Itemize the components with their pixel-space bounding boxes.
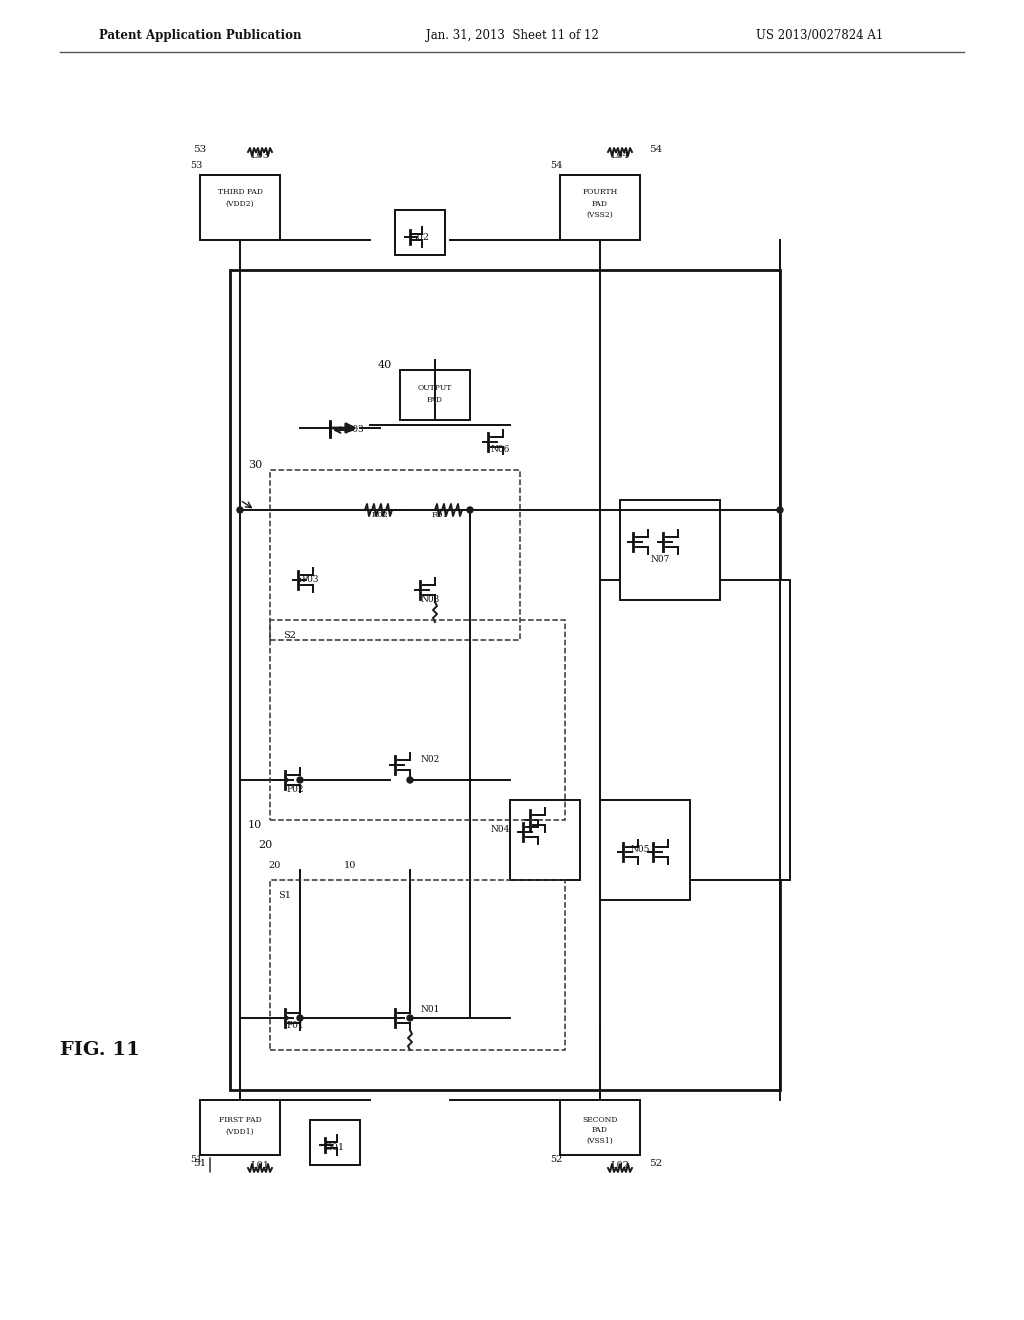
Text: 54: 54 [550, 161, 562, 169]
Text: R02: R02 [372, 511, 388, 519]
Text: FIRST PAD: FIRST PAD [219, 1115, 261, 1125]
Text: N06: N06 [490, 446, 510, 454]
Text: G01: G01 [325, 1143, 345, 1151]
Bar [400, 370, 470, 420]
Bar [510, 800, 580, 880]
Text: 53: 53 [189, 161, 202, 169]
Bar [270, 470, 520, 640]
Text: (VDD2): (VDD2) [225, 201, 254, 209]
Text: 54: 54 [649, 145, 663, 154]
Text: FOURTH: FOURTH [583, 187, 617, 195]
Text: 40: 40 [378, 360, 392, 370]
Circle shape [237, 507, 243, 513]
Circle shape [407, 1015, 413, 1020]
Text: P02: P02 [287, 785, 304, 795]
Circle shape [297, 1015, 303, 1020]
Text: D03: D03 [346, 425, 365, 434]
Bar [200, 176, 280, 240]
Text: P03: P03 [301, 576, 318, 585]
Text: 30: 30 [248, 459, 262, 470]
Circle shape [297, 777, 303, 783]
Circle shape [777, 507, 783, 513]
Text: FIG. 11: FIG. 11 [60, 1041, 140, 1059]
Circle shape [407, 777, 413, 783]
Text: R01: R01 [431, 511, 449, 519]
Text: PAD: PAD [427, 396, 443, 404]
Text: (VSS1): (VSS1) [587, 1137, 613, 1144]
Text: N03: N03 [421, 595, 439, 605]
Bar [560, 1100, 640, 1155]
Text: 51: 51 [194, 1159, 207, 1167]
Bar [310, 1119, 360, 1166]
Text: S2: S2 [284, 631, 297, 639]
Text: 10: 10 [344, 861, 356, 870]
Text: 52: 52 [550, 1155, 562, 1164]
Text: Patent Application Publication: Patent Application Publication [98, 29, 301, 41]
Text: 51: 51 [189, 1155, 202, 1164]
Text: N07: N07 [650, 556, 670, 565]
Text: N01: N01 [420, 1006, 439, 1015]
Text: L01: L01 [251, 1160, 269, 1170]
Text: 52: 52 [649, 1159, 663, 1167]
Bar [600, 800, 690, 900]
Text: THIRD PAD: THIRD PAD [217, 187, 262, 195]
Text: N02: N02 [421, 755, 439, 764]
Text: S1: S1 [279, 891, 292, 899]
Text: L03: L03 [251, 150, 269, 160]
Text: 10: 10 [248, 820, 262, 830]
Text: OUTPUT: OUTPUT [418, 384, 453, 392]
Text: P01: P01 [286, 1020, 304, 1030]
Text: SECOND: SECOND [583, 1115, 617, 1125]
Text: (VSS2): (VSS2) [587, 211, 613, 219]
Bar [270, 620, 565, 820]
Bar [620, 500, 720, 601]
Text: N05: N05 [630, 846, 650, 854]
Text: PAD: PAD [592, 201, 608, 209]
Bar [560, 176, 640, 240]
Text: L02: L02 [610, 1160, 630, 1170]
Text: N04: N04 [490, 825, 510, 834]
Text: 53: 53 [194, 145, 207, 154]
Text: 20: 20 [258, 840, 272, 850]
Bar [200, 1100, 280, 1155]
Text: (VDD1): (VDD1) [225, 1129, 254, 1137]
Text: 20: 20 [269, 861, 282, 870]
Text: PAD: PAD [592, 1126, 608, 1134]
Bar [600, 579, 790, 880]
Text: G02: G02 [410, 232, 430, 242]
Text: Jan. 31, 2013  Sheet 11 of 12: Jan. 31, 2013 Sheet 11 of 12 [426, 29, 598, 41]
Circle shape [467, 507, 473, 513]
Bar [270, 880, 565, 1049]
Text: US 2013/0027824 A1: US 2013/0027824 A1 [757, 29, 884, 41]
Bar [230, 271, 780, 1090]
Bar [395, 210, 445, 255]
Text: L04: L04 [610, 150, 630, 160]
